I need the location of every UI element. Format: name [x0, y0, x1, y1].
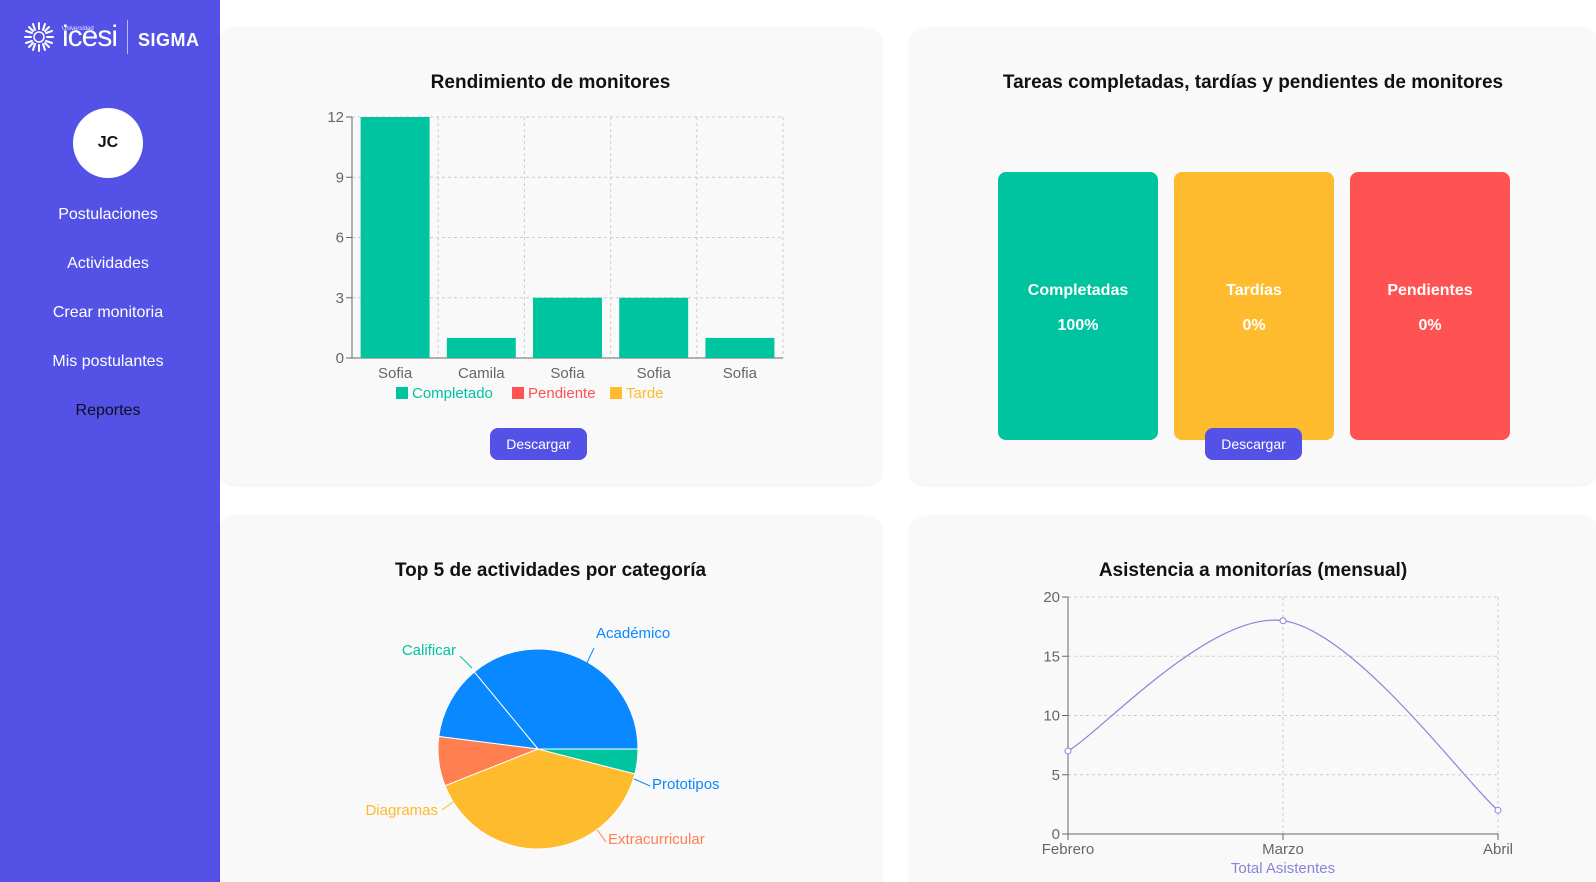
data-point [1279, 617, 1287, 625]
series-line [1067, 619, 1499, 811]
sidebar-nav: Postulaciones Actividades Crear monitori… [0, 190, 216, 435]
y-tick-label: 20 [1043, 589, 1060, 606]
status-label: Pendientes [1387, 282, 1473, 299]
line-chart: 0 5 10 15 20 Febrero Marzo Abril Total Asistente… [1042, 589, 1513, 877]
y-tick-label: 0 [1052, 826, 1060, 843]
data-point [1064, 747, 1072, 755]
x-tick-label: Camila [458, 365, 505, 382]
logo-brand-text: icesi [62, 20, 118, 53]
bar [446, 337, 516, 358]
pie-label-line [631, 777, 651, 787]
data-point [1494, 806, 1502, 814]
card-title: Top 5 de actividades por categoría [394, 560, 707, 581]
pie-label-line [595, 827, 607, 843]
pie-chart: Académico Prototipos Extracurricular Diagra… [365, 625, 720, 850]
sunburst-icon [24, 22, 54, 52]
pie-label-line [441, 799, 457, 811]
card-top5: Top 5 de actividades por categoría Acadé… [220, 516, 881, 882]
x-tick-label: Febrero [1042, 841, 1095, 858]
legend-swatch [610, 387, 622, 399]
bar [705, 337, 775, 358]
x-tick-label: Marzo [1262, 841, 1304, 858]
sidebar: Universidad icesi SIGMA JC Postulaciones… [0, 0, 220, 882]
pie-slice [537, 748, 639, 775]
status-value: 0% [1418, 317, 1442, 334]
download-button[interactable]: Descargar [1205, 428, 1302, 460]
card-title: Rendimiento de monitores [430, 72, 671, 93]
status-value: 0% [1242, 317, 1266, 334]
y-tick-label: 0 [336, 350, 344, 367]
icesi-logo[interactable]: Universidad icesi SIGMA [22, 20, 200, 54]
sidebar-item-actividades[interactable]: Actividades [67, 254, 149, 272]
bar [360, 117, 430, 358]
x-tick-label: Sofia [550, 365, 585, 382]
pie-slice [473, 648, 639, 750]
sidebar-item-postulaciones[interactable]: Postulaciones [58, 205, 158, 223]
sidebar-item-reportes[interactable]: Reportes [75, 401, 141, 419]
status-value: 100% [1057, 317, 1099, 334]
avatar[interactable]: JC [73, 108, 143, 178]
y-tick-label: 9 [336, 169, 344, 186]
bar-chart: 0 3 6 9 12 Sofia Camila Sofia Sofia Sofia Completa… [327, 109, 784, 402]
legend-swatch [512, 387, 524, 399]
y-tick-label: 5 [1052, 767, 1060, 784]
status-box-pendientes: Pendientes 0% [1350, 172, 1510, 440]
card-rendimiento: Rendimiento de monitores 0 3 6 9 12 Sofia Cami… [220, 28, 881, 484]
legend-label: Total Asistentes [1231, 860, 1335, 877]
legend-label: Completado [412, 385, 493, 402]
pie-label: Diagramas [365, 802, 438, 819]
pie-label: Prototipos [652, 776, 720, 793]
x-tick-label: Sofia [723, 365, 758, 382]
card-tareas: Tareas completadas, tardías y pendientes… [910, 28, 1596, 484]
logo-product-text: SIGMA [138, 29, 200, 50]
pie-slice [438, 671, 540, 750]
status-label: Tardías [1226, 282, 1282, 299]
legend-label: Pendiente [528, 385, 596, 402]
sidebar-item-mis-postulantes[interactable]: Mis postulantes [52, 352, 164, 370]
y-tick-label: 3 [336, 290, 344, 307]
pie-label-line [459, 655, 473, 669]
status-box-completadas: Completadas 100% [998, 172, 1158, 440]
y-tick-label: 6 [336, 230, 344, 247]
pie-label-line [585, 647, 595, 666]
pie-slice [444, 748, 636, 850]
x-tick-label: Sofia [378, 365, 413, 382]
x-tick-label: Sofia [637, 365, 672, 382]
card-asistencia: Asistencia a monitorías (mensual) 0 5 10 15… [910, 516, 1596, 882]
bar [533, 297, 602, 358]
legend-label: Tarde [626, 385, 664, 402]
pie-label: Calificar [402, 642, 456, 659]
download-button[interactable]: Descargar [490, 428, 587, 460]
legend-swatch [396, 387, 408, 399]
sidebar-item-crear-monitoria[interactable]: Crear monitoria [52, 303, 164, 321]
y-tick-label: 10 [1043, 708, 1060, 725]
status-label: Completadas [1027, 282, 1129, 299]
card-title: Asistencia a monitorías (mensual) [1098, 560, 1408, 581]
y-tick-label: 15 [1043, 648, 1060, 665]
status-box-tardias: Tardías 0% [1174, 172, 1334, 440]
pie-label: Académico [596, 625, 670, 642]
y-tick-label: 12 [327, 109, 344, 126]
x-tick-label: Abril [1483, 841, 1513, 858]
pie-label: Extracurricular [608, 831, 705, 848]
bar [619, 297, 689, 358]
logo-divider [127, 20, 129, 54]
logo-university-text: Universidad [62, 26, 94, 32]
card-title: Tareas completadas, tardías y pendientes… [1002, 72, 1504, 93]
